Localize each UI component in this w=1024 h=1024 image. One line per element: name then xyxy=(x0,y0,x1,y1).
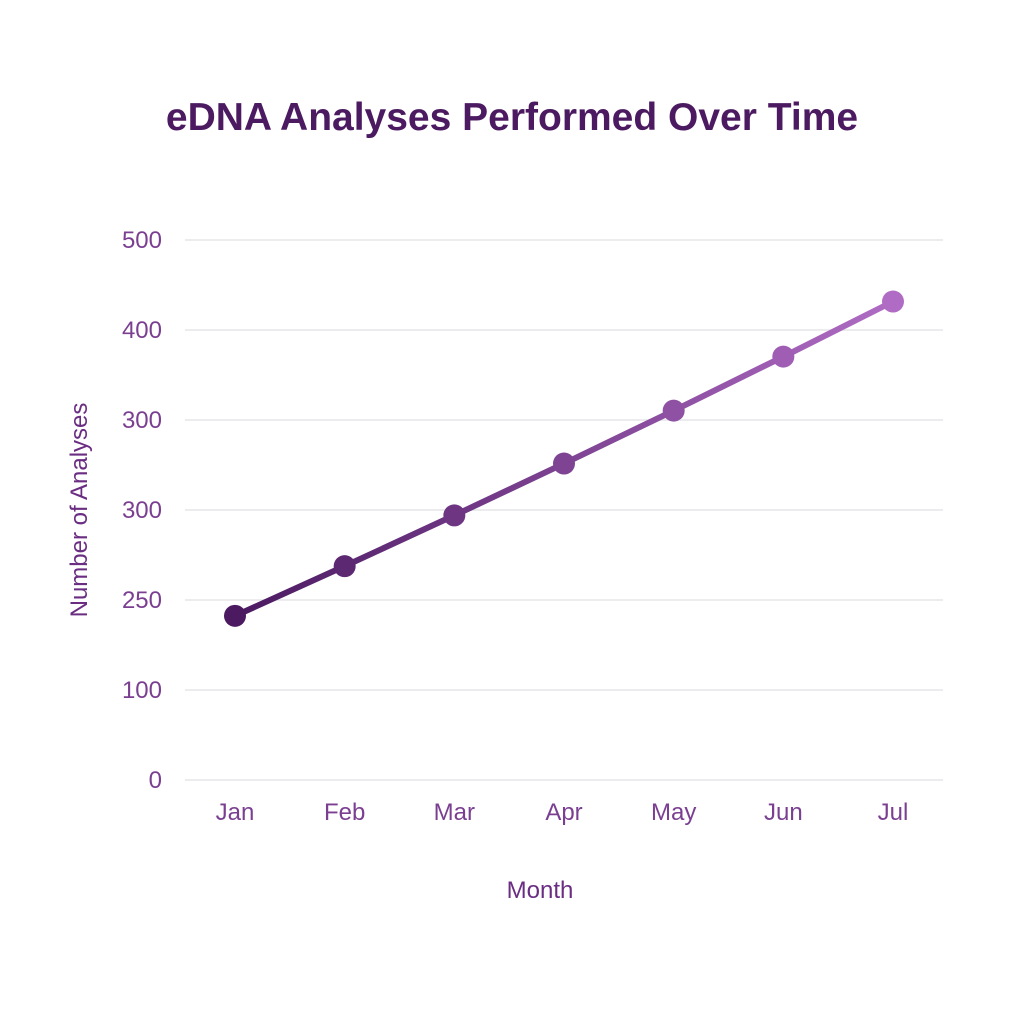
x-tick-label: Mar xyxy=(434,799,475,826)
x-tick-label: Jul xyxy=(878,799,909,826)
y-axis-tick-labels: 0 100 250 300 300 400 500 xyxy=(122,227,162,794)
data-point xyxy=(662,399,685,422)
gridlines xyxy=(185,239,943,781)
y-tick-label: 500 xyxy=(122,227,162,254)
chart-title: eDNA Analyses Performed Over Time xyxy=(165,96,859,139)
data-point xyxy=(333,555,356,578)
data-point xyxy=(553,452,575,475)
y-tick-label: 250 xyxy=(122,587,162,614)
x-tick-label: Feb xyxy=(324,799,365,826)
x-tick-label: Jun xyxy=(764,799,803,826)
x-tick-label: Jan xyxy=(216,799,255,826)
x-axis-tick-labels: Jan Feb Mar Apr May Jun Jul xyxy=(216,799,909,826)
y-tick-label: 300 xyxy=(122,407,162,434)
x-tick-label: May xyxy=(651,799,696,826)
y-tick-label: 400 xyxy=(122,317,162,344)
data-point xyxy=(882,290,904,313)
data-point xyxy=(443,504,466,527)
y-axis-title: Number of Analyses xyxy=(66,403,93,618)
x-axis-title: Month xyxy=(507,877,574,904)
data-points xyxy=(224,290,904,627)
data-point xyxy=(224,604,246,627)
x-tick-label: Apr xyxy=(545,799,582,826)
data-point xyxy=(772,345,795,368)
y-tick-label: 100 xyxy=(122,677,162,704)
y-tick-label: 300 xyxy=(122,497,162,524)
y-tick-label: 0 xyxy=(149,767,162,794)
